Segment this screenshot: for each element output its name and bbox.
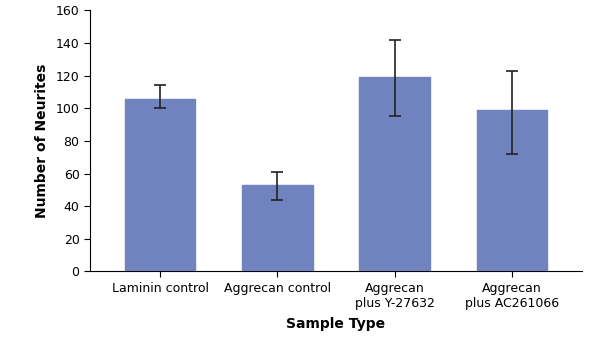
Bar	[359, 77, 430, 271]
Bar	[242, 185, 313, 271]
Bar	[476, 110, 547, 271]
Y-axis label: Number of Neurites: Number of Neurites	[35, 64, 49, 218]
Bar	[125, 98, 196, 271]
X-axis label: Sample Type: Sample Type	[286, 317, 386, 331]
